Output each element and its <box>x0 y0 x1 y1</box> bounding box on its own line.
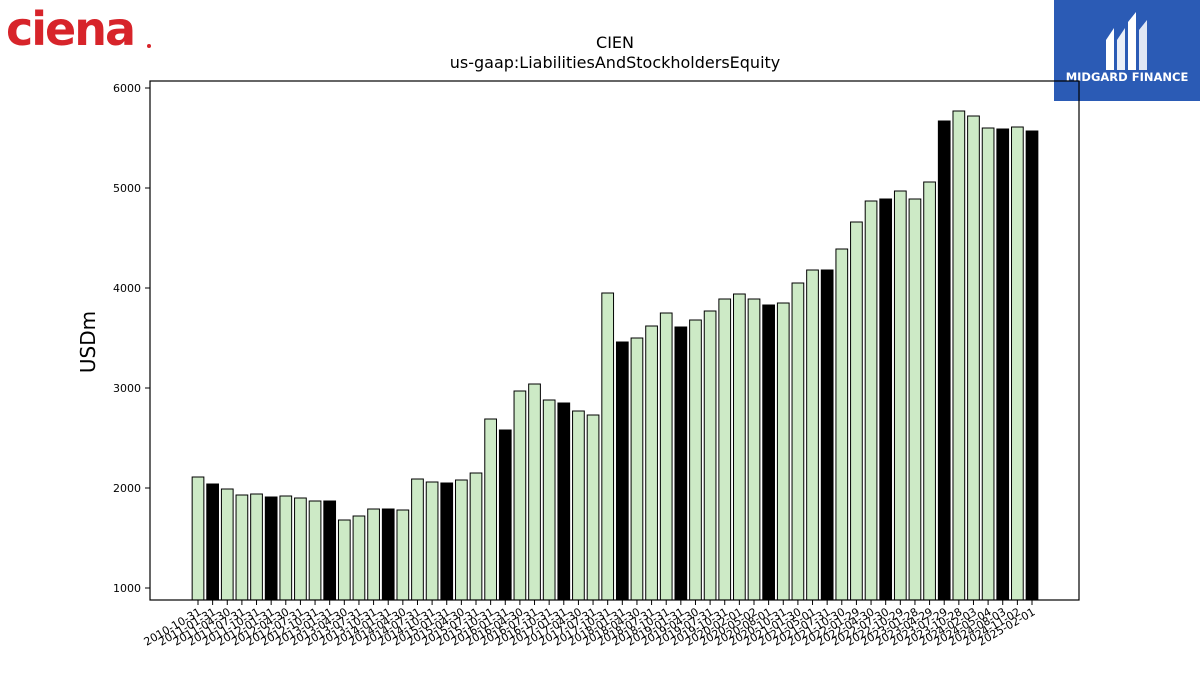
chart-subtitle: us-gaap:LiabilitiesAndStockholdersEquity <box>450 53 781 72</box>
bar <box>586 414 600 601</box>
bar <box>952 110 966 601</box>
bar <box>645 325 658 601</box>
y-tick-label: 3000 <box>113 382 141 395</box>
bar <box>806 269 819 601</box>
bar <box>967 115 980 601</box>
bar <box>703 310 717 601</box>
bar <box>235 494 249 601</box>
bar <box>557 402 571 601</box>
bar <box>411 478 424 601</box>
bar <box>220 488 234 601</box>
bar <box>659 312 673 601</box>
bar <box>762 304 775 601</box>
bar <box>630 337 644 601</box>
bar <box>337 519 351 601</box>
bar <box>250 493 263 601</box>
bar <box>381 508 395 601</box>
bar <box>425 481 439 601</box>
y-axis-label: USDm <box>76 311 100 373</box>
bar <box>601 292 615 601</box>
bar <box>893 190 907 601</box>
y-tick-label: 5000 <box>113 182 141 195</box>
bar <box>542 399 556 601</box>
bar <box>264 496 278 601</box>
bar <box>352 515 366 601</box>
bar <box>820 269 834 601</box>
bar <box>484 418 497 601</box>
bar <box>981 127 995 601</box>
bar <box>572 410 585 601</box>
bars-group <box>191 110 1039 601</box>
midgard-logo-text: MIDGARD FINANCE <box>1066 70 1189 84</box>
bar <box>615 341 629 601</box>
bar <box>498 429 512 601</box>
bar <box>996 128 1010 601</box>
bar <box>733 293 746 601</box>
bar <box>718 298 732 601</box>
bar <box>850 221 863 601</box>
bar <box>937 120 951 601</box>
y-ticks-group: 1000 2000 3000 4000 5000 6000 <box>113 82 150 595</box>
chart-title: CIEN <box>596 33 634 52</box>
bar <box>513 390 527 601</box>
bar <box>396 509 410 601</box>
bar <box>1011 126 1024 601</box>
bar <box>776 302 790 601</box>
y-tick-label: 4000 <box>113 282 141 295</box>
bar <box>923 181 936 601</box>
bar <box>367 508 380 601</box>
x-ticks-group: 2010-10-312011-01-312011-04-302011-07-31… <box>142 600 1038 649</box>
bar <box>1025 130 1039 601</box>
ciena-logo: ciena <box>6 2 156 56</box>
bar <box>308 500 322 601</box>
plot-frame <box>149 80 1080 601</box>
bar <box>469 472 483 601</box>
bar <box>294 497 307 601</box>
bar <box>908 198 922 601</box>
bar <box>674 326 688 601</box>
bar <box>689 319 702 601</box>
bar <box>191 476 205 601</box>
bar <box>835 248 849 601</box>
bar <box>747 298 761 601</box>
bar <box>323 500 337 601</box>
bar <box>864 200 878 601</box>
bar <box>879 198 893 601</box>
bar <box>206 483 219 601</box>
midgard-mark-icon <box>1106 12 1147 70</box>
y-tick-label: 1000 <box>113 582 141 595</box>
bar <box>279 495 293 601</box>
ciena-logo-text: ciena <box>6 2 134 54</box>
bar <box>455 479 468 601</box>
bar <box>791 282 805 601</box>
midgard-finance-logo: MIDGARD FINANCE <box>1054 0 1200 101</box>
y-tick-label: 2000 <box>113 482 141 495</box>
y-tick-label: 6000 <box>113 82 141 95</box>
bar <box>440 482 454 601</box>
bar <box>528 383 541 601</box>
